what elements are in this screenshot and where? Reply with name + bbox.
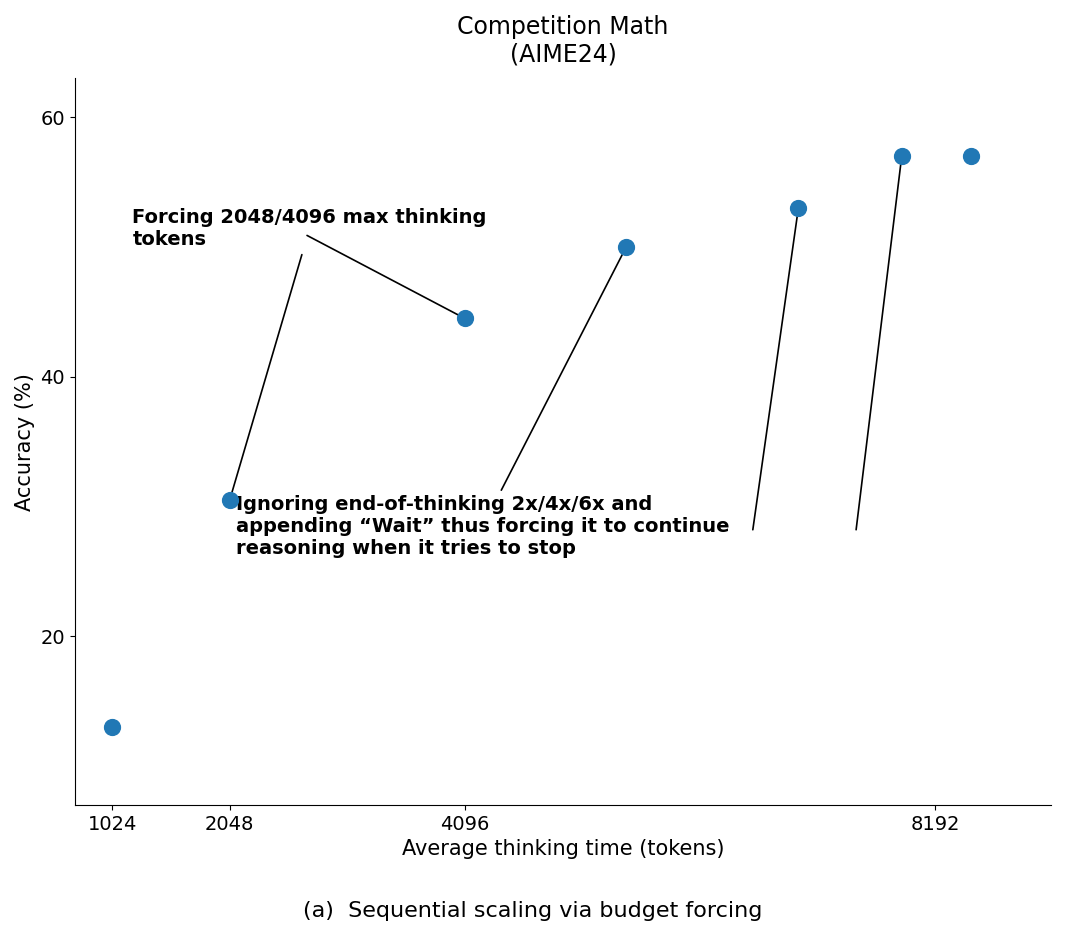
Text: Ignoring end-of-thinking 2x/4x/6x and
appending “Wait” thus forcing it to contin: Ignoring end-of-thinking 2x/4x/6x and ap… bbox=[236, 250, 729, 558]
Point bbox=[103, 719, 120, 734]
Point bbox=[963, 149, 980, 164]
Point bbox=[893, 149, 910, 164]
Point bbox=[790, 200, 807, 215]
Text: (a)  Sequential scaling via budget forcing: (a) Sequential scaling via budget forcin… bbox=[304, 901, 762, 921]
Text: Forcing 2048/4096 max thinking
tokens: Forcing 2048/4096 max thinking tokens bbox=[132, 208, 487, 497]
Point bbox=[617, 240, 634, 255]
Point bbox=[221, 493, 238, 508]
Y-axis label: Accuracy (%): Accuracy (%) bbox=[15, 373, 35, 510]
X-axis label: Average thinking time (tokens): Average thinking time (tokens) bbox=[402, 839, 724, 859]
Point bbox=[456, 311, 473, 326]
Title: Competition Math
(AIME24): Competition Math (AIME24) bbox=[457, 15, 668, 67]
